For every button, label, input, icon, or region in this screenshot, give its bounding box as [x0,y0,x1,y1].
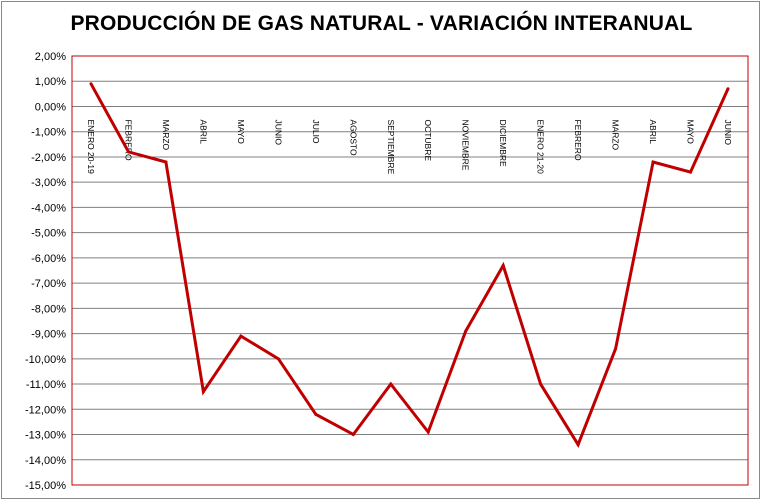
y-tick-label: 0,00% [35,101,66,113]
x-category-label: MARZO [611,119,621,150]
x-category-label: MAYO [236,119,246,144]
y-tick-label: -9,00% [31,329,66,341]
plot-area-border [71,55,749,486]
data-point [126,150,130,154]
y-tick-label: -4,00% [31,202,66,214]
y-tick-label: -2,00% [31,152,66,164]
chart-title: PRODUCCIÓN DE GAS NATURAL - VARIACIÓN IN… [70,12,693,35]
x-category-label: DICIEMBRE [498,119,508,167]
x-category-label: JUNIO [273,119,283,145]
y-tick-label: -3,00% [31,177,66,189]
x-category-label: ABRIL [198,119,208,144]
x-category-label: OCTUBRE [423,119,433,161]
data-point [464,329,468,333]
data-point [351,433,355,437]
data-point [539,382,543,386]
x-category-label: SEPTIEMBRE [386,119,396,174]
x-category-label: MARZO [161,119,171,150]
data-point [276,357,280,361]
x-category-label: ABRIL [648,119,658,144]
data-point [651,160,655,164]
y-tick-label: -10,00% [25,354,66,366]
y-tick-label: -11,00% [26,379,66,391]
x-category-label: ENERO 21-20 [536,119,546,174]
y-tick-label: -12,00% [25,404,66,416]
y-tick-label: -13,00% [25,430,66,442]
y-tick-label: -15,00% [25,480,66,492]
data-point [89,82,93,86]
data-point [689,170,693,174]
y-tick-label: -7,00% [31,278,66,290]
x-category-label: FEBRERO [123,119,133,160]
data-point [576,443,580,447]
data-point [501,263,505,267]
x-category-label: FEBRERO [573,119,583,160]
data-point [314,412,318,416]
y-tick-label: -1,00% [31,127,66,139]
x-category-label: NOVIEMBRE [461,119,471,170]
data-point [726,87,730,91]
data-point [426,430,430,434]
x-category-label: JUNIO [723,119,733,145]
data-point [164,160,168,164]
y-tick-label: -14,00% [25,455,66,467]
data-point [614,347,618,351]
y-tick-label: -5,00% [31,228,66,240]
x-category-label: JULIO [311,119,321,143]
series-line [89,83,730,448]
x-category-label: MAYO [686,119,696,144]
x-category-label: AGOSTO [348,119,358,156]
data-point [389,382,393,386]
data-point [201,390,205,394]
y-tick-label: -8,00% [31,303,66,315]
data-point [239,334,243,338]
y-tick-label: 2,00% [35,51,66,63]
y-tick-label: -6,00% [31,253,66,265]
x-category-label: ENERO 20-19 [86,119,96,174]
y-tick-label: 1,00% [35,76,66,88]
